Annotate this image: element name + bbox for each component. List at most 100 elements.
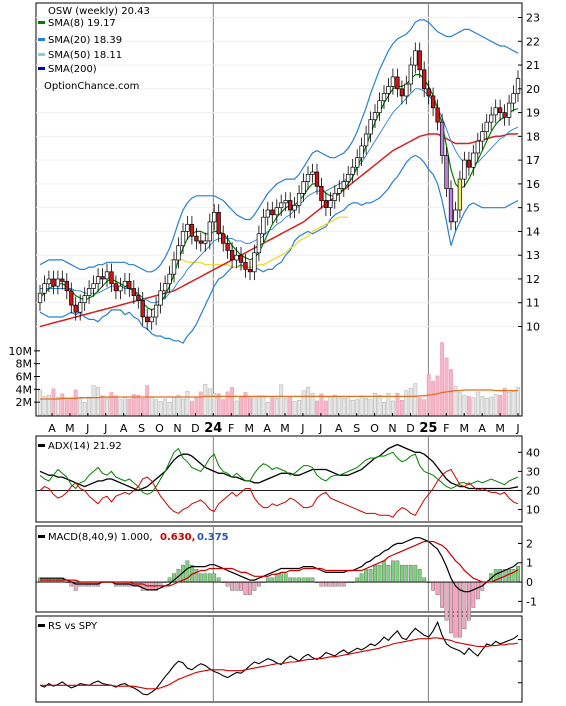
volume-bar-4: [55, 396, 60, 416]
candle-body-95: [462, 159, 467, 180]
candle-body-86: [422, 69, 427, 90]
macd-histogram-bar-92: [449, 581, 453, 634]
candle-body-55: [283, 200, 288, 204]
volume-bar-24: [145, 385, 150, 416]
price-candles: [37, 42, 521, 331]
macd-histogram-bar-35: [194, 569, 199, 583]
chart-title: OSW (weekly) 20.43: [48, 6, 150, 17]
volume-bar-77: [382, 401, 386, 416]
volume-bar-99: [480, 396, 485, 416]
macd-histogram-bar-81: [400, 564, 404, 583]
volume-bar-15: [105, 398, 109, 416]
volume-bar-37: [203, 383, 208, 416]
candle-body-81: [399, 88, 405, 97]
candle-body-56: [288, 200, 293, 211]
macd-tick-label-1: 0: [526, 576, 533, 589]
x-tick-label-4: A: [120, 422, 128, 435]
candle-body-89: [435, 107, 440, 123]
macd-lines: [36, 537, 522, 638]
volume-bar-6: [64, 399, 69, 416]
rs-title-swatch: [38, 624, 45, 627]
candle-body-74: [368, 119, 373, 135]
candle-body-38: [207, 221, 212, 242]
volume-bar-20: [127, 398, 132, 416]
volume-bar-44: [234, 400, 239, 416]
volume-bar-7: [69, 397, 74, 416]
volume-bar-81: [399, 399, 404, 416]
macd-histogram-bar-60: [306, 577, 310, 583]
volume-bar-83: [408, 387, 413, 416]
macd-histogram-bar-51: [265, 577, 270, 583]
volume-bar-28: [163, 398, 168, 416]
candle-body-50: [261, 216, 266, 235]
volume-bar-107: [516, 387, 520, 416]
volume-bar-88: [431, 380, 436, 416]
macd-histogram-bar-43: [230, 581, 234, 591]
volume-bar-98: [475, 391, 480, 416]
x-tick-label-2: J: [85, 422, 89, 435]
volume-bar-17: [113, 395, 118, 416]
x-tick-label-12: A: [263, 422, 271, 435]
volume-bar-58: [297, 399, 302, 416]
volume-bar-10: [82, 401, 87, 416]
volume-bar-103: [498, 394, 503, 416]
candle-body-60: [305, 174, 311, 182]
legend-swatch-sma20: [38, 38, 45, 41]
price-tick-label-7: 17: [526, 154, 540, 167]
candle-body-30: [171, 259, 177, 275]
volume-bar-11: [87, 396, 92, 416]
price-tick-label-11: 21: [526, 59, 540, 72]
rs-title: RS vs SPY: [48, 621, 98, 632]
volume-tick-label-1: 4M: [16, 383, 33, 396]
candle-body-22: [136, 295, 141, 301]
volume-average-line: [40, 389, 518, 400]
legend-sma200: SMA(200): [48, 64, 97, 75]
candle-body-98: [475, 140, 480, 154]
volume-bar-69: [346, 396, 351, 416]
candle-body-100: [484, 121, 489, 132]
candle-body-91: [444, 155, 449, 190]
grid-layer: [36, 3, 522, 702]
price-tick-label-10: 20: [526, 83, 540, 96]
candle-body-0: [37, 292, 43, 304]
volume-bar-34: [189, 401, 194, 416]
candle-body-58: [296, 193, 302, 206]
volume-bar-62: [315, 400, 319, 416]
macd-title-swatch: [38, 535, 45, 538]
candle-body-66: [332, 193, 337, 201]
macd-histogram-bar-73: [364, 569, 368, 583]
volume-bar-31: [176, 394, 181, 416]
candle-body-48: [252, 252, 257, 273]
x-tick-label-17: S: [353, 422, 360, 435]
volume-bar-71: [355, 399, 360, 416]
candle-body-73: [363, 133, 369, 147]
volume-bar-8: [73, 389, 78, 416]
candle-body-54: [279, 202, 284, 209]
macd-histogram-bar-48: [252, 581, 257, 591]
legend-sma50: SMA(50) 18.11: [48, 50, 122, 61]
rs-panel-frame: [35, 615, 523, 703]
adx-tick-label-3: 40: [526, 446, 540, 459]
macd-histogram-bar-65: [328, 581, 333, 587]
candle-body-21: [131, 288, 136, 296]
macd-histogram-bar-103: [498, 569, 502, 583]
volume-bar-38: [207, 388, 212, 416]
macd-histogram-bar-44: [234, 581, 239, 591]
source-label: OptionChance.com: [44, 81, 139, 92]
volume-bar-60: [306, 387, 310, 416]
macd-histogram-bar-74: [368, 569, 373, 583]
volume-bar-16: [109, 392, 114, 416]
volume-tick-label-2: 6M: [16, 371, 33, 384]
candle-body-1: [42, 283, 47, 294]
macd-histogram-bar-45: [239, 581, 243, 591]
volume-bar-101: [489, 396, 494, 416]
candle-body-96: [466, 159, 472, 168]
x-tick-label-25: M: [495, 422, 505, 435]
volume-bar-23: [140, 398, 145, 416]
sma-long-line: [39, 132, 519, 328]
macd-histogram-bar-93: [453, 581, 458, 638]
candle-body-47: [247, 269, 253, 273]
volume-bar-32: [181, 398, 185, 416]
adx-tick-label-0: 10: [526, 504, 540, 517]
candle-body-93: [453, 209, 458, 223]
